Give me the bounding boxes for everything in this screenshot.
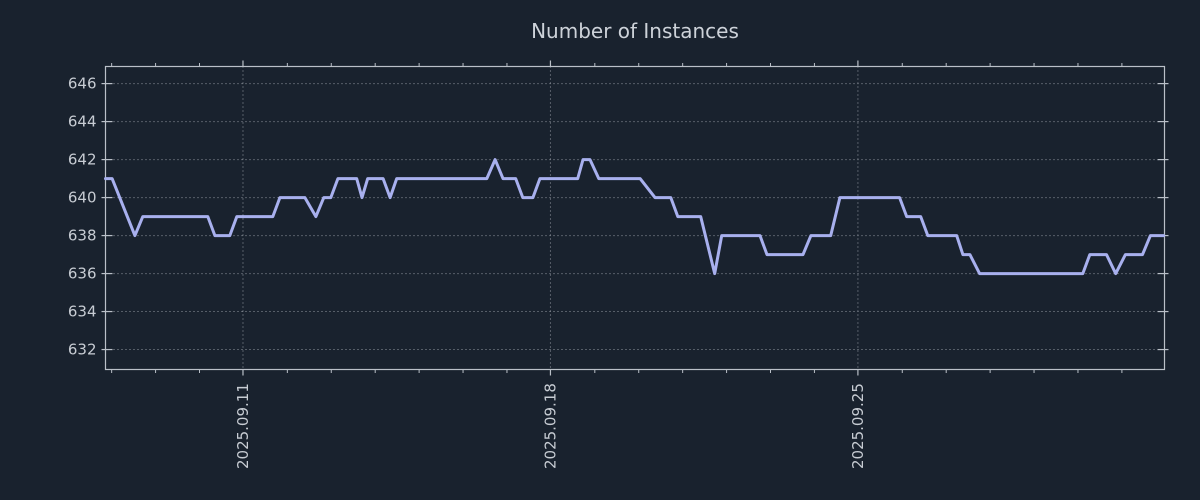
y-tick-label: 646: [68, 75, 97, 93]
y-tick-label: 640: [68, 189, 97, 207]
x-tick-label: 2025.09.18: [541, 383, 559, 469]
y-tick-label: 634: [68, 303, 97, 321]
series-line: [104, 158, 1166, 276]
axis-labels: 632 634 636 638 640 642 644 646 2025.09.11 2025.0…: [68, 75, 867, 469]
chart-title: Number of Instances: [531, 19, 739, 43]
y-tick-label: 644: [68, 113, 97, 131]
x-tick-label: 2025.09.11: [234, 383, 252, 469]
y-tick-label: 638: [68, 227, 97, 245]
y-tick-label: 632: [68, 341, 97, 359]
y-tick-label: 642: [68, 151, 97, 169]
series-group: [104, 158, 1166, 276]
y-tick-label: 636: [68, 265, 97, 283]
plot-border-group: [104, 65, 1166, 371]
plot-border: [104, 65, 1166, 371]
x-tick-label: 2025.09.25: [849, 383, 867, 469]
